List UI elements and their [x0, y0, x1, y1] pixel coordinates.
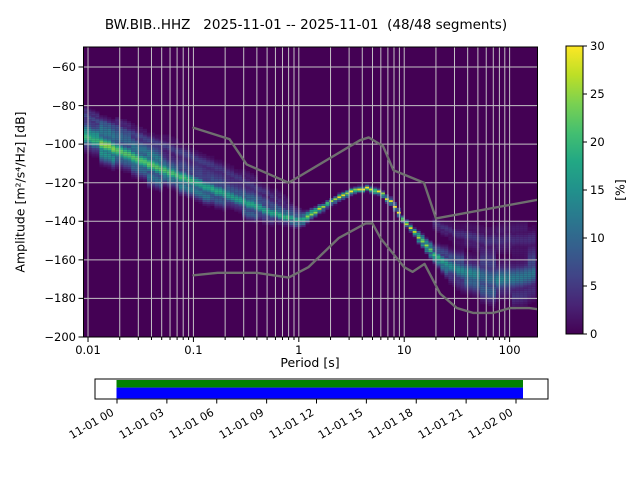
colorbar-label: [%] [612, 179, 628, 201]
x-tick-label: 1 [295, 343, 303, 357]
y-tick-label: −80 [51, 98, 76, 113]
colorbar-tick-label: 20 [590, 135, 605, 149]
x-tick-label: 0.01 [75, 343, 101, 357]
y-tick-label: −160 [44, 252, 76, 267]
colorbar-tick-label: 0 [590, 327, 598, 341]
colorbar-tick-label: 30 [590, 39, 605, 53]
y-tick-label: −60 [51, 60, 76, 75]
y-tick-label: −180 [44, 291, 76, 306]
x-tick-label: 10 [396, 343, 412, 357]
colorbar-tick-label: 25 [590, 87, 605, 101]
x-tick-label: 0.1 [184, 343, 203, 357]
y-tick-label: −140 [44, 214, 76, 229]
x-tick-label: 100 [498, 343, 521, 357]
colorbar-tick-label: 10 [590, 231, 605, 245]
colorbar-tick-label: 15 [590, 183, 605, 197]
y-tick-label: −100 [44, 137, 76, 152]
y-tick-label: −120 [44, 175, 76, 190]
page-title: BW.BIB..HHZ 2025-11-01 -- 2025-11-01 (48… [104, 17, 508, 33]
y-tick-label: −200 [44, 330, 76, 344]
y-axis-label: Amplitude [m²/s⁴/Hz] [dB] [12, 111, 28, 273]
x-axis-label: Period [s] [280, 355, 340, 370]
colorbar-tick-label: 5 [590, 279, 598, 293]
